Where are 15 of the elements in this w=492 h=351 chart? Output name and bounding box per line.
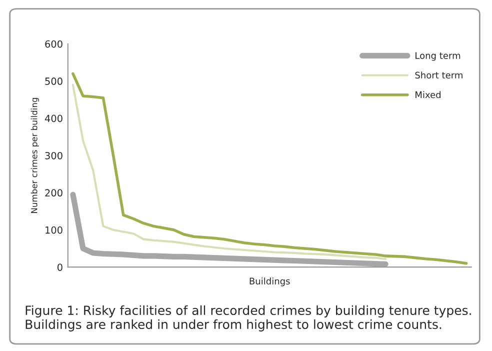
legend-label: Short term: [415, 72, 462, 79]
legend-label: Long term: [416, 52, 460, 61]
line-series: [72, 72, 468, 265]
x-axis-title: Buildings: [250, 278, 290, 286]
legend-label: Mixed: [416, 91, 440, 98]
y-tick-label: 0: [57, 264, 62, 271]
y-tick-label: 600: [45, 40, 62, 48]
y-tick-label: 100: [46, 226, 62, 234]
line-series: [72, 84, 387, 260]
y-tick-label: 300: [45, 152, 62, 160]
y-tick-label: 400: [44, 114, 62, 122]
y-tick-label: 500: [45, 78, 62, 85]
y-tick-label: 200: [45, 189, 62, 197]
y-axis-title: Number crimes per building: [30, 98, 39, 213]
caption: Figure 1: Risky facilities of all recorded crimes by building tenure types. Buildings are ranked in under from highest to lowest crime counts.: [26, 305, 471, 332]
